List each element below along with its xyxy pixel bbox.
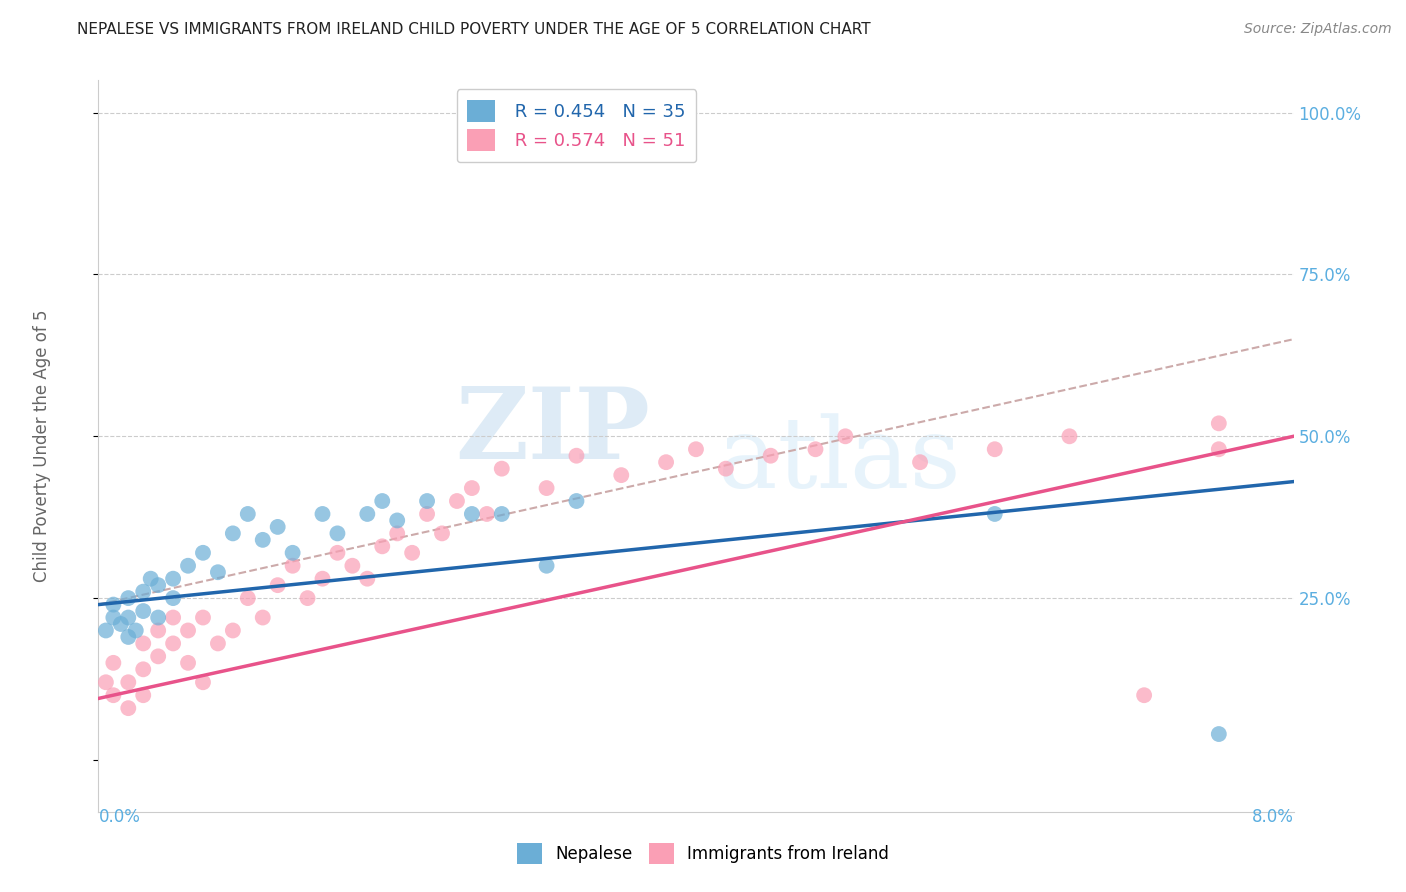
Point (132, 604, 155, 618)
Point (132, 584, 155, 599)
Point (103, 688, 125, 702)
Point (908, 455, 931, 469)
Text: atlas: atlas (718, 413, 960, 508)
Point (117, 701, 139, 715)
Point (236, 591, 259, 606)
Point (1208, 417, 1230, 431)
Point (139, 572, 162, 586)
Point (191, 546, 214, 560)
Point (610, 468, 633, 483)
Point (162, 591, 184, 606)
Text: Source: ZipAtlas.com: Source: ZipAtlas.com (1244, 22, 1392, 37)
Point (117, 610, 139, 624)
Point (385, 526, 409, 541)
Point (103, 610, 125, 624)
Point (132, 636, 155, 650)
Point (326, 526, 349, 541)
Point (117, 630, 139, 644)
Point (536, 558, 558, 573)
Point (103, 598, 125, 612)
Point (267, 520, 290, 534)
Point (117, 591, 139, 606)
Point (461, 481, 484, 495)
Point (430, 526, 453, 541)
Legend:  R = 0.454   N = 35,  R = 0.574   N = 51: R = 0.454 N = 35, R = 0.574 N = 51 (457, 89, 696, 162)
Point (311, 507, 333, 521)
Text: 0.0%: 0.0% (98, 808, 141, 827)
Point (162, 572, 184, 586)
Point (565, 494, 588, 508)
Point (177, 656, 200, 670)
Point (132, 662, 155, 676)
Point (416, 507, 439, 521)
Point (385, 513, 409, 527)
Point (461, 507, 484, 521)
Point (281, 546, 304, 560)
Point (177, 558, 200, 573)
Point (177, 624, 200, 638)
Point (191, 675, 214, 690)
Point (984, 442, 1007, 457)
Legend: Nepalese, Immigrants from Ireland: Nepalese, Immigrants from Ireland (510, 837, 896, 871)
Point (132, 688, 155, 702)
Point (222, 624, 245, 638)
Point (297, 591, 319, 606)
Point (222, 526, 245, 541)
Y-axis label: Child Poverty Under the Age of 5: Child Poverty Under the Age of 5 (32, 310, 51, 582)
Point (162, 610, 184, 624)
Point (446, 494, 468, 508)
Point (834, 429, 856, 443)
Text: NEPALESE VS IMMIGRANTS FROM IRELAND CHILD POVERTY UNDER THE AGE OF 5 CORRELATION: NEPALESE VS IMMIGRANTS FROM IRELAND CHIL… (77, 22, 870, 37)
Point (117, 675, 139, 690)
Point (804, 442, 827, 457)
Point (148, 649, 170, 664)
Point (125, 624, 148, 638)
Point (984, 507, 1007, 521)
Point (110, 617, 132, 632)
Point (267, 578, 290, 592)
Point (565, 449, 588, 463)
Point (94, 624, 117, 638)
Point (356, 507, 378, 521)
Point (475, 507, 498, 521)
Point (1208, 727, 1230, 741)
Point (311, 572, 333, 586)
Point (491, 461, 513, 475)
Point (236, 507, 259, 521)
Point (1133, 688, 1156, 702)
Point (191, 610, 214, 624)
Point (1208, 442, 1230, 457)
Point (281, 558, 304, 573)
Point (162, 636, 184, 650)
Point (685, 442, 707, 457)
Text: ZIP: ZIP (456, 383, 650, 480)
Point (371, 539, 394, 553)
Point (371, 494, 394, 508)
Point (103, 656, 125, 670)
Text: 8.0%: 8.0% (1251, 808, 1294, 827)
Point (401, 546, 423, 560)
Point (252, 533, 274, 547)
Point (252, 610, 274, 624)
Point (714, 461, 737, 475)
Point (326, 546, 349, 560)
Point (416, 494, 439, 508)
Point (491, 507, 513, 521)
Point (148, 578, 170, 592)
Point (1059, 429, 1081, 443)
Point (207, 566, 229, 580)
Point (655, 455, 678, 469)
Point (759, 449, 782, 463)
Point (356, 572, 378, 586)
Point (536, 481, 558, 495)
Point (148, 624, 170, 638)
Point (94, 675, 117, 690)
Point (342, 558, 364, 573)
Point (207, 636, 229, 650)
Point (148, 610, 170, 624)
